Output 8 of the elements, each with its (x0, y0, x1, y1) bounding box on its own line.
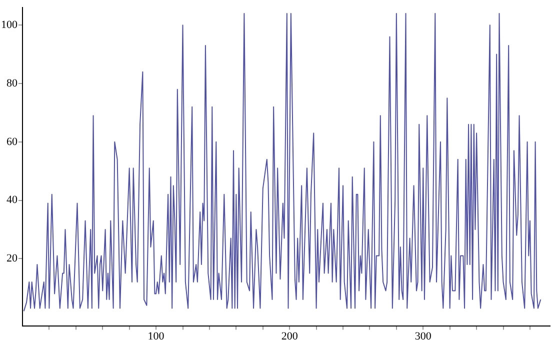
y-tick-label: 80 (6, 77, 18, 90)
x-tick-label: 100 (148, 330, 165, 342)
x-tick-label: 300 (414, 330, 432, 342)
y-tick-label: 40 (6, 194, 18, 206)
y-tick-label: 60 (6, 136, 18, 148)
x-tick-label: 200 (281, 330, 298, 342)
y-tick-label: 20 (6, 252, 18, 265)
y-tick-label: 100 (1, 19, 18, 32)
